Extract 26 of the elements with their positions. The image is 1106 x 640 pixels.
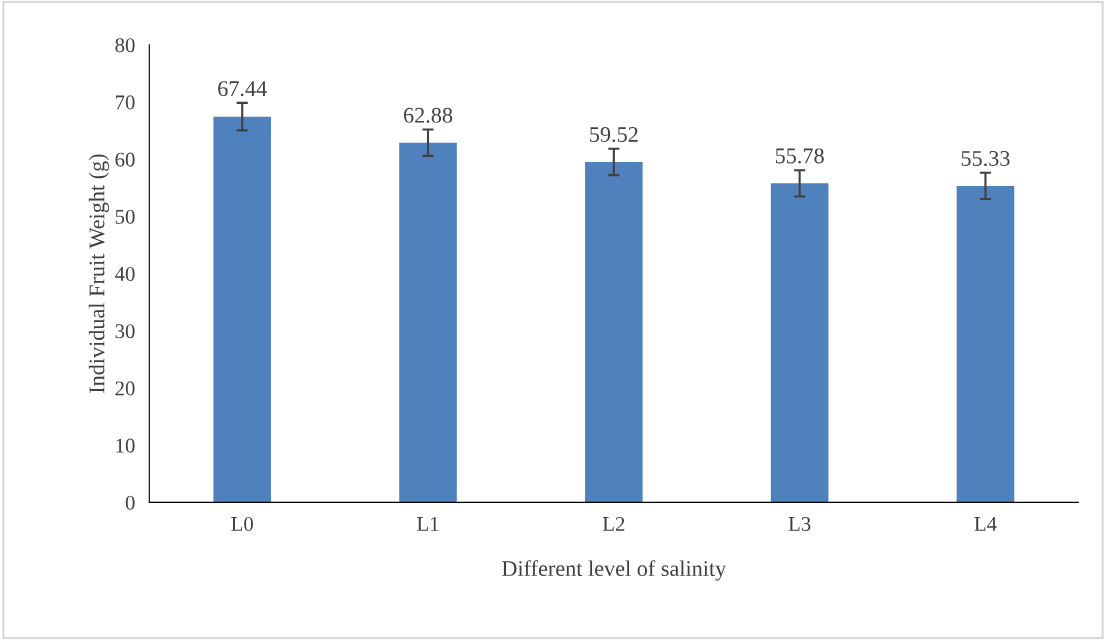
bar [399,142,457,503]
x-axis-title: Different level of salinity [502,560,727,581]
data-label: 59.52 [590,127,638,143]
y-tick-label: 20 [115,381,135,396]
data-label: 55.33 [961,151,1010,167]
y-tick-label: 10 [116,438,135,453]
bar [956,185,1015,503]
y-tick-label: 40 [114,266,135,282]
y-axis-title: Individual Fruit Weight (g) [88,154,110,393]
y-tick-label: 0 [125,495,135,510]
data-label: 55.78 [775,148,824,164]
x-tick-label: L2 [602,516,625,531]
x-tick-label: L4 [974,517,997,531]
bar [585,161,643,503]
y-tick-label: 30 [115,324,135,339]
y-tick-label: 50 [115,209,135,224]
y-tick-label: 60 [115,152,135,167]
data-label: 67.44 [218,81,267,97]
x-tick-label: L1 [417,516,439,531]
x-tick-label: L3 [788,516,811,531]
y-tick-label: 70 [115,95,135,110]
y-tick-label: 80 [115,38,135,53]
x-tick-label: L0 [231,516,253,531]
bar [213,116,272,503]
data-label: 62.88 [403,107,453,123]
bar [770,183,829,503]
